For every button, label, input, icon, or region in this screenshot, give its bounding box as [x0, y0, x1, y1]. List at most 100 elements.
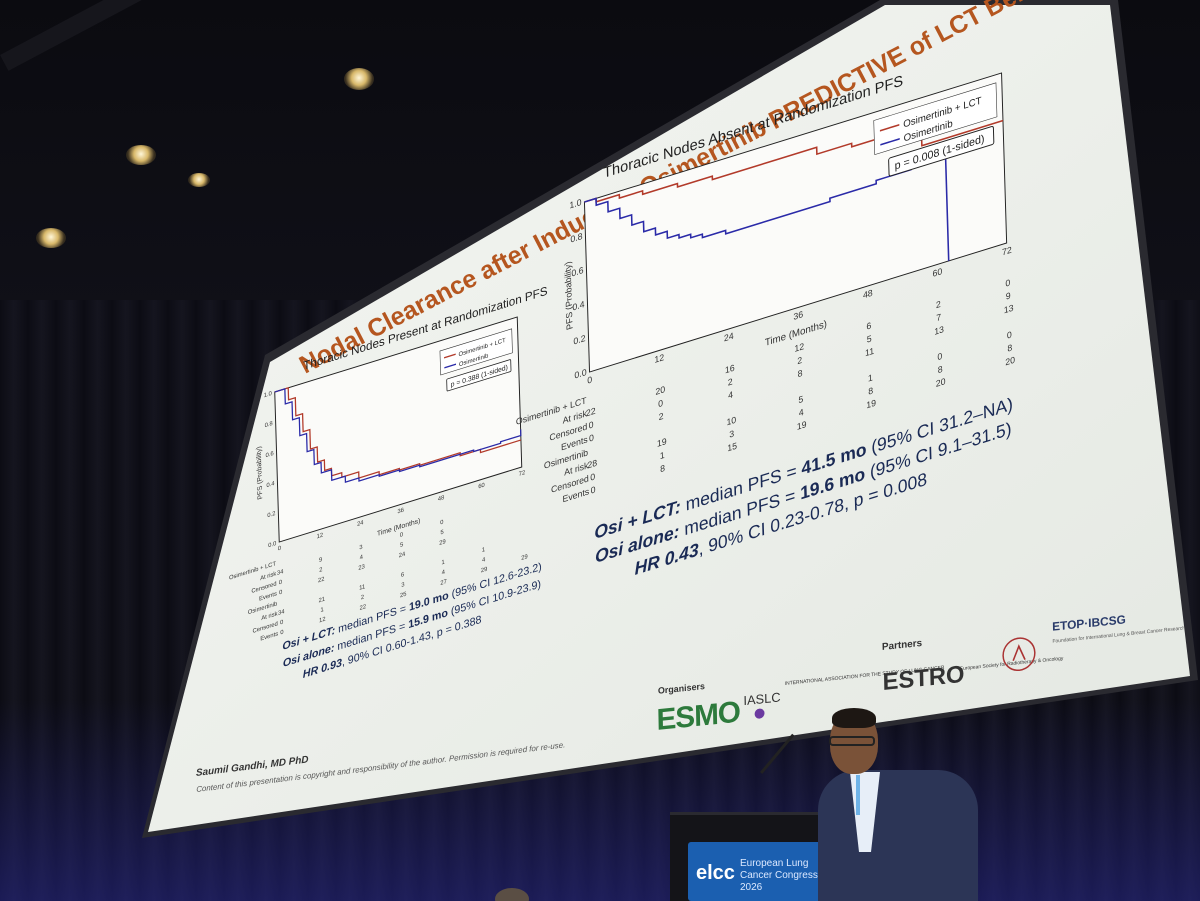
right-risk-value: 0 — [590, 471, 595, 482]
right-y-tick: 0.0 — [574, 367, 586, 381]
left-risk-label: At risk — [261, 611, 278, 622]
left-risk-value: 11 — [359, 584, 366, 592]
right-risk-value: 0 — [591, 484, 596, 495]
society-seal-mark-icon — [1012, 644, 1026, 662]
left-plot-area — [274, 316, 523, 543]
left-risk-value: 22 — [359, 604, 366, 612]
podium-display — [688, 842, 830, 901]
left-risk-value: 34 — [278, 609, 285, 617]
left-pvalue-box — [446, 359, 512, 392]
left-risk-value: 29 — [439, 539, 446, 547]
left-risk-value: 0 — [279, 579, 283, 586]
left-risk-label: Events — [260, 631, 278, 642]
left-risk-value: 0 — [279, 589, 283, 596]
right-risk-value: 7 — [936, 312, 941, 323]
left-osi-curve — [274, 388, 522, 484]
left-y-tick: 0.4 — [266, 481, 275, 490]
right-risk-value: 5 — [867, 333, 872, 344]
left-risk-value: 1 — [482, 547, 486, 554]
iaslc-logo: IASLC — [743, 689, 780, 708]
right-x-tick: 60 — [932, 266, 942, 279]
right-y-tick: 0.2 — [573, 333, 585, 347]
left-risk-value: 12 — [319, 616, 326, 624]
right-risk-value: 10 — [726, 415, 736, 428]
left-x-tick: 60 — [478, 482, 485, 490]
right-risk-value: 22 — [586, 406, 596, 419]
left-risk-value: 25 — [400, 591, 407, 599]
left-risk-value: 24 — [399, 551, 406, 559]
right-ylabel: PFS (Probability) — [563, 260, 575, 331]
right-risk-value: 0 — [937, 351, 942, 362]
right-risk-value: 5 — [798, 394, 803, 405]
right-risk-value: 20 — [1005, 355, 1015, 368]
right-risk-value: 20 — [655, 384, 665, 397]
left-risk-value: 4 — [360, 554, 364, 561]
left-y-tick: 1.0 — [264, 391, 273, 400]
speaker-hair — [832, 708, 876, 728]
left-risk-value: 2 — [361, 594, 365, 601]
right-y-tick: 1.0 — [569, 197, 581, 211]
right-risk-value: 13 — [934, 324, 944, 337]
left-risk-value: 0 — [440, 519, 444, 526]
right-risk-value: 0 — [589, 432, 594, 443]
partners-label: Partners — [882, 638, 923, 653]
right-risk-value: 1 — [660, 450, 665, 461]
society-seal-icon — [1002, 637, 1036, 672]
left-risk-value: 9 — [319, 557, 323, 564]
ceiling-spotlight — [36, 228, 66, 248]
right-risk-value: 8 — [660, 463, 665, 474]
left-risk-value: 3 — [359, 544, 363, 551]
left-risk-value: 5 — [440, 529, 444, 536]
right-plot-area — [583, 72, 1008, 373]
left-y-tick: 0.6 — [265, 451, 274, 460]
right-risk-value: 1 — [868, 372, 873, 383]
right-risk-value: 4 — [728, 389, 733, 400]
left-y-tick: 0.0 — [268, 541, 277, 550]
right-risk-value: 8 — [797, 368, 802, 379]
left-risk-value: 3 — [401, 582, 405, 589]
speaker-glasses — [829, 736, 875, 746]
left-risk-value: 21 — [318, 596, 325, 604]
right-risk-value: 4 — [799, 407, 804, 418]
right-risk-value: 16 — [725, 363, 735, 376]
right-risk-value: 2 — [797, 355, 802, 366]
right-y-tick: 0.6 — [571, 265, 583, 279]
speaker-lanyard — [856, 775, 860, 815]
right-risk-value: 0 — [1007, 329, 1012, 340]
right-y-tick: 0.8 — [570, 231, 582, 245]
right-risk-value: 2 — [936, 299, 941, 310]
organisers-label: Organisers — [658, 681, 705, 696]
left-x-tick: 0 — [278, 545, 282, 552]
right-risk-value: 8 — [1007, 342, 1012, 353]
right-osi-curve — [584, 151, 950, 262]
left-x-tick: 36 — [397, 507, 404, 515]
left-lct-curve — [274, 386, 521, 479]
ceiling-spotlight — [126, 145, 156, 165]
left-x-tick: 72 — [519, 470, 526, 478]
right-risk-value: 8 — [868, 385, 873, 396]
left-risk-label: Events — [259, 591, 277, 602]
right-risk-value: 19 — [797, 419, 807, 432]
left-x-ticks: 0 12 24 36 48 60 72 — [278, 470, 526, 553]
left-risk-value: 5 — [400, 542, 404, 549]
right-risk-value: 2 — [658, 411, 663, 422]
right-risk-value: 11 — [865, 346, 874, 359]
right-legend-swatch-osi — [880, 137, 900, 146]
right-pvalue-box — [888, 125, 995, 177]
left-risk-value: 0 — [280, 629, 284, 636]
left-risk-value: 0 — [400, 532, 404, 539]
left-risk-value: 6 — [401, 572, 405, 579]
right-risk-value: 28 — [587, 458, 597, 471]
right-risk-value: 0 — [1005, 277, 1010, 288]
right-risk-value: 2 — [728, 376, 733, 387]
left-x-tick: 48 — [438, 495, 445, 503]
left-x-tick: 24 — [357, 520, 364, 528]
left-risk-value: 27 — [440, 579, 447, 587]
left-risk-value: 2 — [319, 567, 323, 574]
right-risk-value: 0 — [658, 398, 663, 409]
right-legend-swatch-lct — [879, 123, 900, 132]
right-x-tick: 0 — [587, 374, 592, 385]
right-risk-value: 12 — [794, 341, 804, 354]
speaker-jacket — [818, 770, 978, 901]
left-risk-value: 23 — [358, 564, 365, 572]
